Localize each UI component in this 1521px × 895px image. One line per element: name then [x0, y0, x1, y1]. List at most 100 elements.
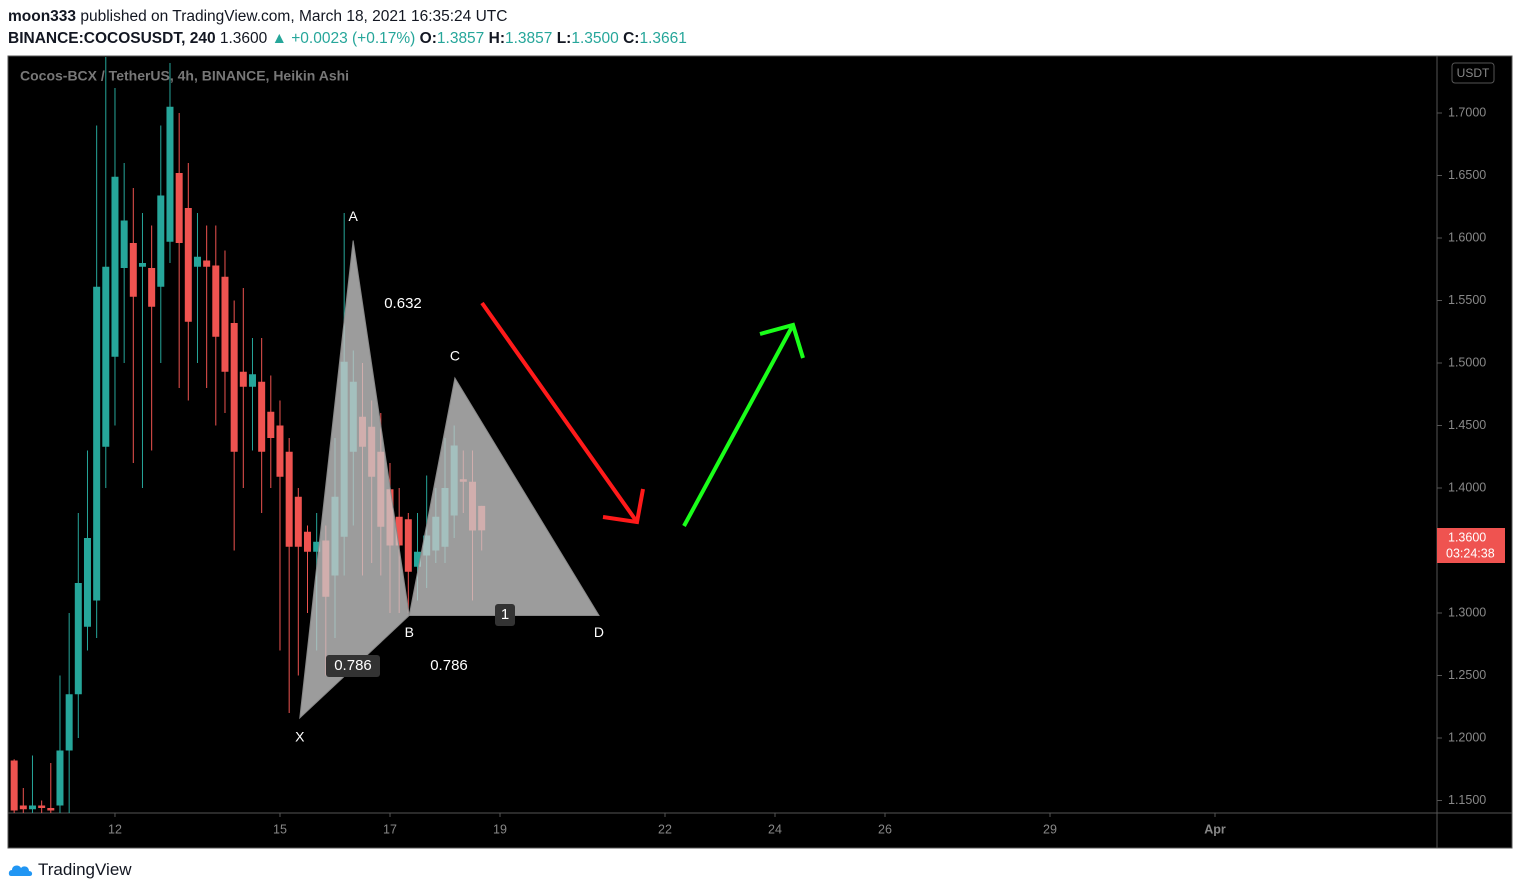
candle-body [28, 805, 36, 810]
chart: X A B C D 0.632 0.786 0.786 1 Cocos-BCX / Tether… [7, 55, 1513, 849]
publish-line: moon333 published on TradingView.com, Ma… [8, 6, 687, 28]
candle-body [38, 805, 46, 808]
candle-body [404, 519, 412, 572]
currency-box [1451, 62, 1495, 84]
candle-body [138, 263, 146, 267]
candle-body [395, 516, 403, 546]
y-tick-label: 1.2500 [1448, 668, 1486, 682]
candle-body [56, 750, 64, 806]
candle-body [65, 694, 73, 751]
ohlc-value: 1.3500 [571, 30, 619, 47]
x-tick-label: 15 [273, 822, 287, 836]
candle-body [276, 425, 284, 477]
change: ▲ +0.0023 (+0.17%) [271, 30, 416, 47]
last-price-tag [1437, 528, 1505, 563]
ratio-box [326, 655, 380, 677]
candle-body [129, 243, 137, 297]
candle-body [83, 538, 91, 627]
candle-body [313, 541, 321, 552]
green-arrow [682, 322, 805, 527]
candle-body [74, 583, 82, 695]
xabcd-pattern: X A B C D 0.632 0.786 0.786 1 [295, 208, 604, 745]
y-tick-label: 1.5000 [1448, 355, 1486, 369]
candle-body [10, 760, 18, 811]
candle-body [157, 195, 165, 287]
pattern-point-label: B [405, 624, 414, 640]
y-tick-label: 1.6500 [1448, 168, 1486, 182]
candle-body [248, 374, 256, 387]
ratio-label: 1 [501, 606, 509, 623]
candle-body [47, 808, 55, 811]
pattern-point-label: A [348, 208, 358, 224]
ohlc-label: L: [556, 30, 572, 47]
x-tick-label: 26 [878, 822, 892, 836]
candle-body [267, 411, 275, 438]
ohlc-value: 1.3857 [504, 30, 553, 47]
candle-body [148, 268, 156, 307]
chart-background [7, 55, 1513, 849]
ratio-label: 0.786 [430, 657, 468, 674]
candle-body [193, 256, 201, 267]
candle-body [285, 451, 293, 547]
last-price: 1.3600 [1448, 530, 1486, 544]
y-tick-label: 1.7000 [1448, 105, 1486, 119]
candle-body [184, 208, 192, 322]
ratio-box [495, 604, 515, 626]
y-tick-label: 1.6000 [1448, 230, 1486, 244]
published: published on TradingView.com, March 18, … [80, 8, 508, 25]
candle-body [212, 265, 220, 337]
pattern-point-label: C [450, 348, 460, 364]
candle-body [221, 276, 229, 372]
chart-legend: Cocos-BCX / TetherUS, 4h, BINANCE, Heiki… [20, 68, 349, 84]
price: 1.3600 [219, 30, 268, 47]
x-tick-label: Apr [1204, 822, 1226, 836]
y-tick-label: 1.2000 [1448, 730, 1486, 744]
y-tick-label: 1.1500 [1448, 793, 1486, 807]
candle-body [102, 266, 110, 447]
ratio-label: 0.786 [334, 657, 372, 674]
ohlc-label: O: [419, 30, 437, 47]
pattern-point-label: D [594, 624, 604, 640]
candle-body [111, 176, 119, 357]
logo [8, 865, 33, 876]
candle-body [203, 260, 211, 267]
candle-body [230, 323, 238, 452]
footer: TradingView [8, 860, 132, 880]
candle-body [258, 381, 266, 452]
y-tick-label: 1.5500 [1448, 293, 1486, 307]
candle-body [175, 173, 183, 243]
ohlc-value: 1.3661 [639, 30, 687, 47]
y-tick-label: 1.4000 [1448, 480, 1486, 494]
x-tick-label: 17 [383, 822, 397, 836]
header: moon333 published on TradingView.com, Ma… [8, 6, 687, 50]
symbol: BINANCE:COCOSUSDT, 240 [8, 30, 216, 47]
brand: TradingView [38, 860, 132, 879]
candle-body [303, 531, 311, 552]
x-tick-label: 24 [768, 822, 782, 836]
ohlc-label: H: [488, 30, 505, 47]
axes: 1.15001.20001.25001.30001.35001.40001.45… [108, 105, 1505, 836]
candle-body [19, 805, 27, 810]
y-tick-label: 1.3000 [1448, 605, 1486, 619]
x-tick-label: 12 [108, 822, 122, 836]
ratio-label: 0.632 [384, 295, 422, 312]
symbol-line: BINANCE:COCOSUSDT, 240 1.3600 ▲ +0.0023 … [8, 28, 687, 50]
x-tick-label: 22 [658, 822, 672, 836]
candle-body [294, 496, 302, 547]
countdown: 03:24:38 [1446, 546, 1495, 560]
candle-body [120, 220, 128, 268]
x-tick-label: 19 [493, 822, 507, 836]
candle-body [239, 371, 247, 387]
ohlc-value: 1.3857 [436, 30, 485, 47]
x-tick-label: 29 [1043, 822, 1057, 836]
ohlc-label: C: [623, 30, 640, 47]
candle-body [93, 286, 101, 601]
pattern-point-label: X [295, 729, 305, 745]
candle-body [413, 551, 421, 567]
y-tick-label: 1.4500 [1448, 418, 1486, 432]
red-arrow [480, 301, 645, 525]
candle-body [166, 106, 174, 242]
currency: USDT [1457, 66, 1490, 80]
author: moon333 [8, 8, 77, 25]
